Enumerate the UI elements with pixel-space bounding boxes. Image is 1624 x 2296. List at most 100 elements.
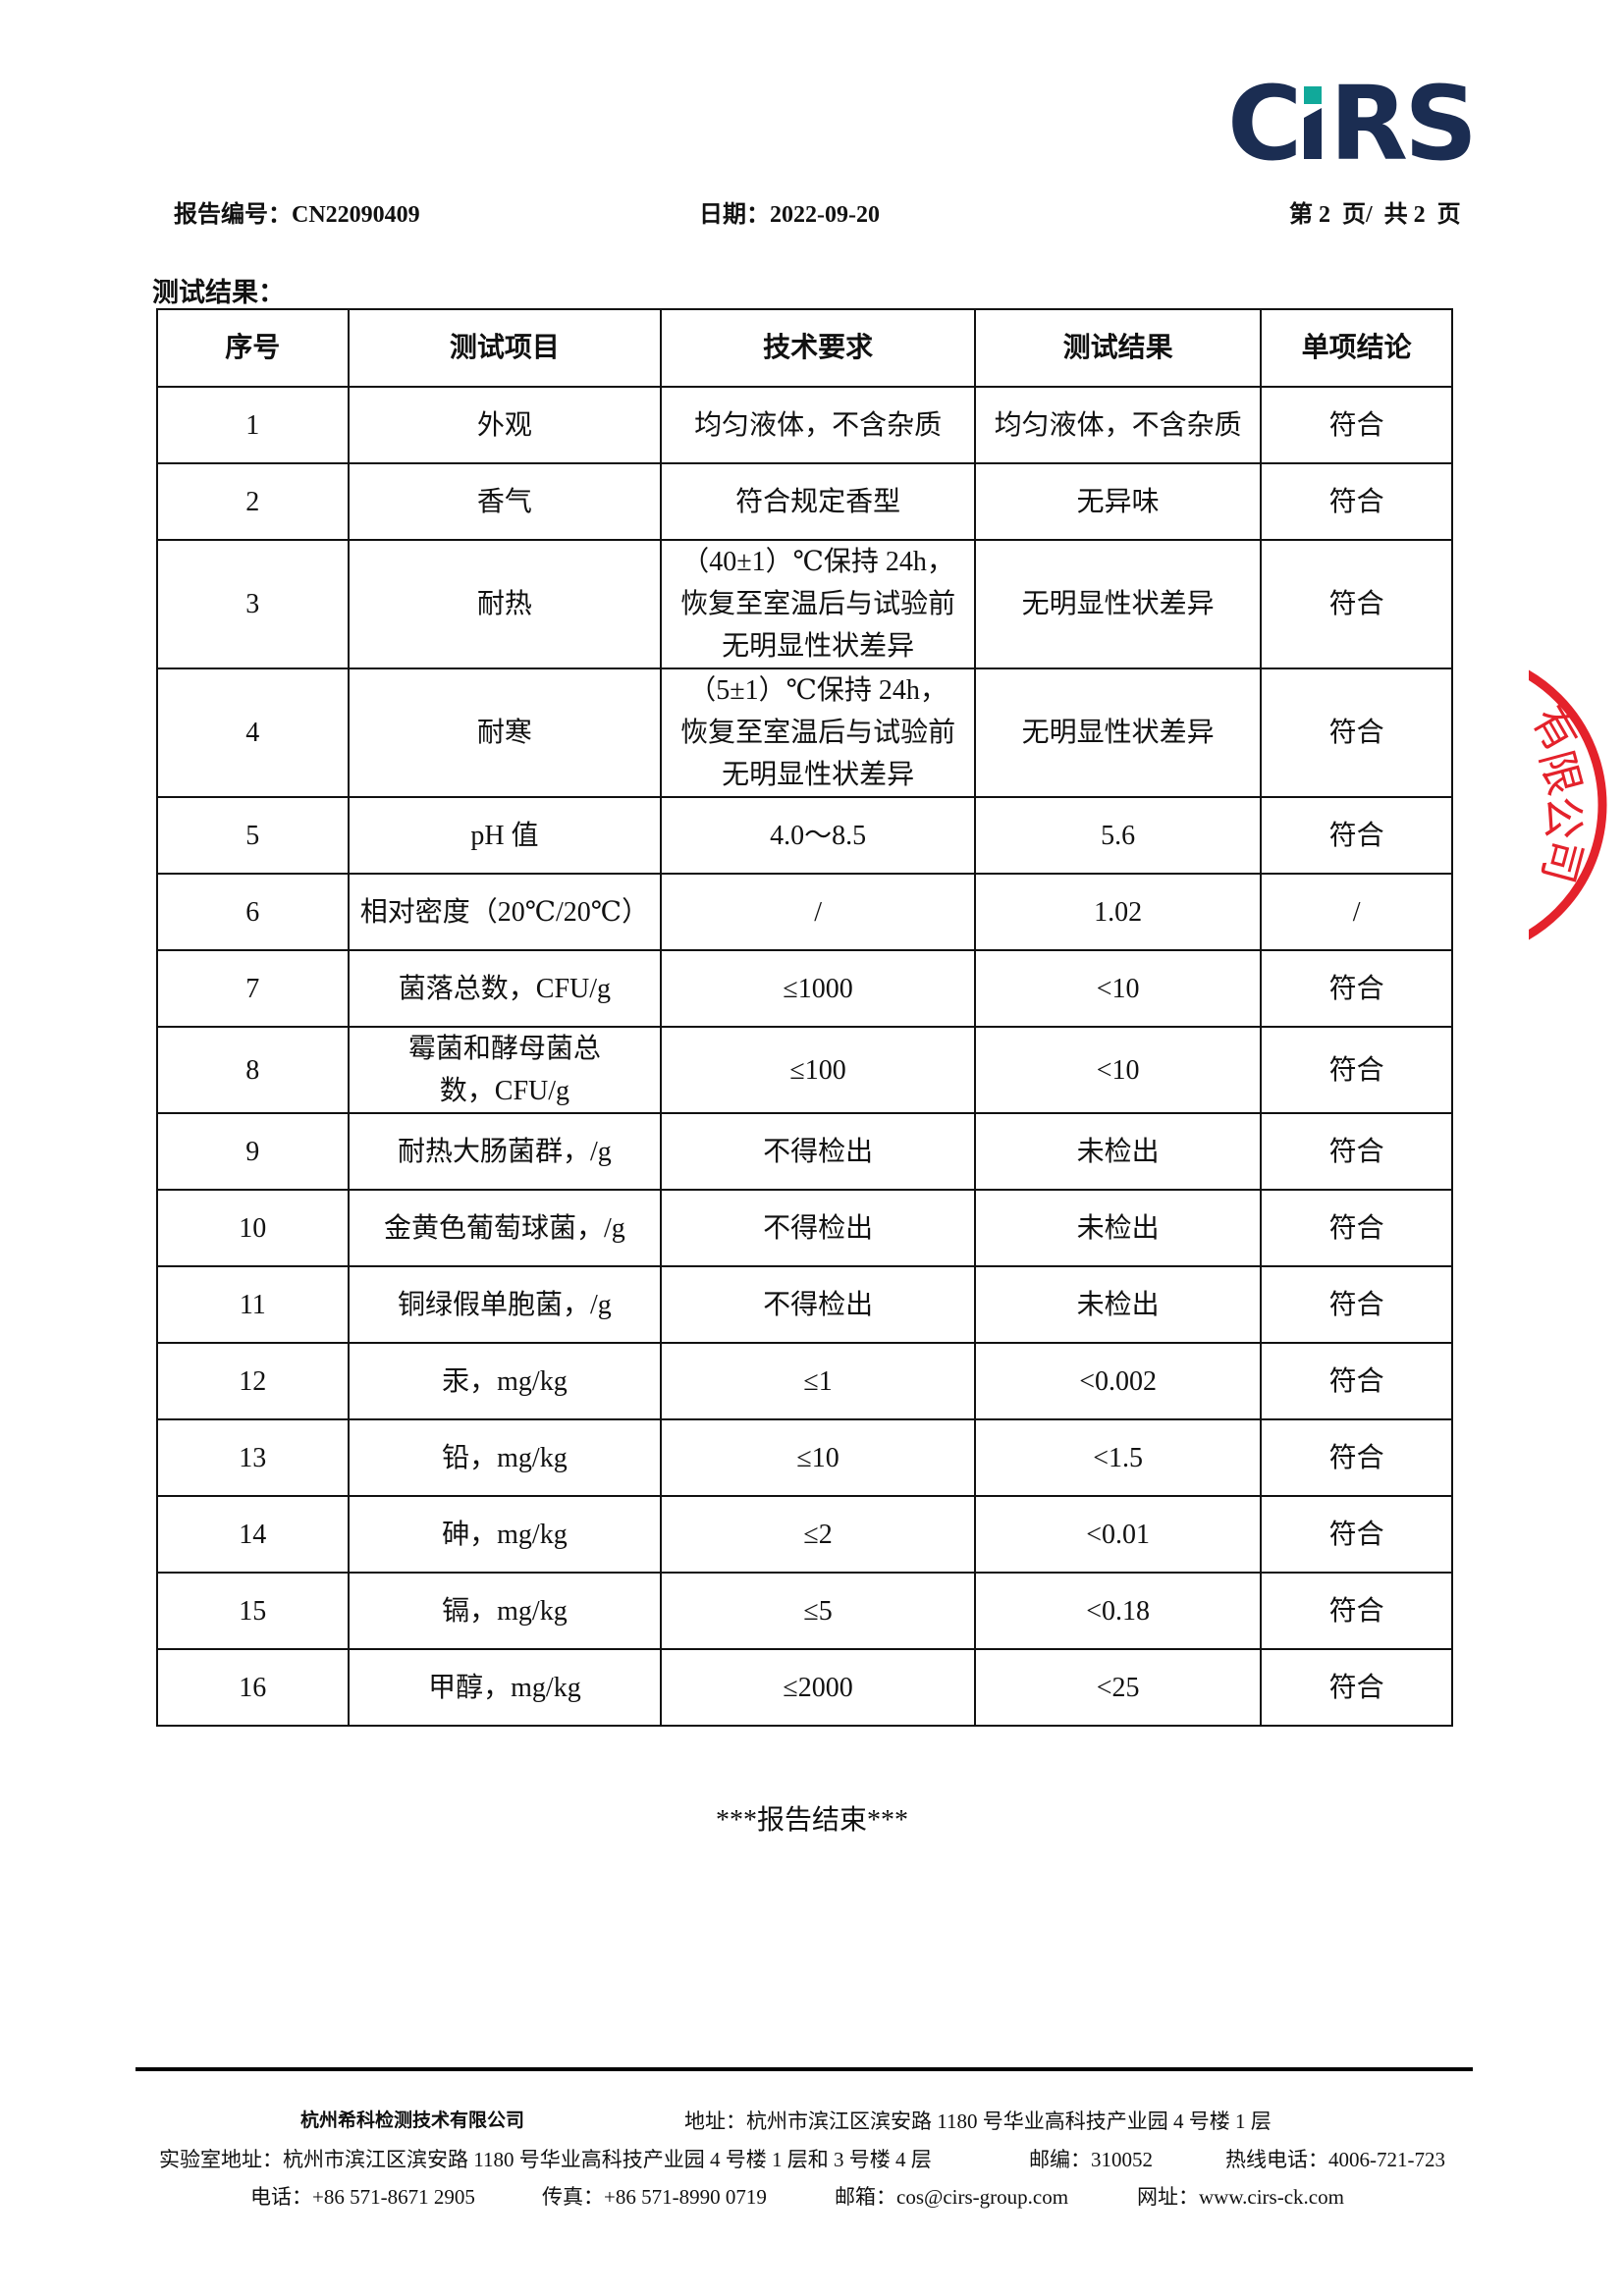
column-header: 技术要求 — [660, 308, 976, 388]
report-date: 日期：2022-09-20 — [699, 202, 880, 228]
section-title: 测试结果： — [152, 278, 285, 307]
table-cell: 1 — [156, 386, 350, 464]
table-cell: 砷，mg/kg — [347, 1495, 663, 1574]
table-cell: 符合 — [1260, 1342, 1453, 1420]
table-cell: 符合 — [1260, 796, 1453, 875]
table-cell: 外观 — [347, 386, 663, 464]
column-header: 单项结论 — [1260, 308, 1453, 388]
table-cell: 3 — [156, 539, 350, 669]
table-cell: <1.5 — [973, 1418, 1263, 1497]
table-cell: 不得检出 — [660, 1265, 976, 1344]
table-cell: 8 — [156, 1026, 350, 1114]
footer-company: 杭州希科检测技术有限公司 — [300, 2109, 525, 2131]
column-header: 测试项目 — [347, 308, 663, 388]
table-cell: 耐热 — [347, 539, 663, 669]
table-cell: 1.02 — [973, 873, 1263, 951]
table-cell: 霉菌和酵母菌总数，CFU/g — [347, 1026, 663, 1114]
svg-text:公: 公 — [1538, 796, 1588, 839]
table-row: 4 耐寒 （5±1）℃保持 24h，恢复至室温后与试验前无明显性状差异 无明显性状差异… — [156, 667, 1453, 798]
table-cell: 符合 — [1260, 386, 1453, 464]
table-cell: 金黄色葡萄球菌，/g — [347, 1189, 663, 1267]
table-row: 6 相对密度（20℃/20℃）/1.02/ — [156, 873, 1453, 951]
results-table: 序号 测试项目 技术要求 测试结果 单项结论 1 外观 均匀液体，不含杂质 均匀液体，不含杂质… — [156, 308, 1453, 1727]
table-cell: ≤5 — [660, 1572, 976, 1650]
table-cell: 均匀液体，不含杂质 — [973, 386, 1263, 464]
report-number: 报告编号：CN22090409 — [174, 202, 420, 228]
table-cell: 5 — [156, 796, 350, 875]
table-cell: 13 — [156, 1418, 350, 1497]
table-cell: 9 — [156, 1112, 350, 1191]
table-row: 5 pH 值 4.0～8.5 5.6 符合 — [156, 796, 1453, 875]
table-cell: 4.0～8.5 — [660, 796, 976, 875]
table-cell: 符合 — [1260, 1265, 1453, 1344]
table-cell: 无异味 — [973, 462, 1263, 541]
table-cell: 香气 — [347, 462, 663, 541]
table-cell: 6 — [156, 873, 350, 951]
table-cell: ≤100 — [660, 1026, 976, 1114]
table-cell: <0.002 — [973, 1342, 1263, 1420]
table-cell: 符合 — [1260, 1189, 1453, 1267]
table-cell: 符合 — [1260, 1648, 1453, 1727]
table-cell: 符合 — [1260, 539, 1453, 669]
table-cell: 符合 — [1260, 667, 1453, 798]
footer-phone: 电话：+86 571-8671 2905 — [250, 2185, 475, 2209]
table-row: 9 耐热大肠菌群，/g 不得检出 未检出 符合 — [156, 1112, 1453, 1191]
footer-fax: 传真：+86 571-8990 0719 — [542, 2185, 767, 2209]
table-cell: <0.18 — [973, 1572, 1263, 1650]
table-cell: ≤10 — [660, 1418, 976, 1497]
table-cell: 无明显性状差异 — [973, 539, 1263, 669]
table-row: 11 铜绿假单胞菌，/g 不得检出 未检出 符合 — [156, 1265, 1453, 1344]
table-row: 8 霉菌和酵母菌总数，CFU/g ≤100 <10 符合 — [156, 1026, 1453, 1114]
table-cell: 4 — [156, 667, 350, 798]
table-cell: 耐寒 — [347, 667, 663, 798]
table-cell: 镉，mg/kg — [347, 1572, 663, 1650]
table-row: 2 香气 符合规定香型 无异味 符合 — [156, 462, 1453, 541]
table-row: 16 甲醇，mg/kg ≤2000 <25 符合 — [156, 1648, 1453, 1727]
column-header: 测试结果 — [973, 308, 1263, 388]
table-cell: 16 — [156, 1648, 350, 1727]
table-cell: / — [1260, 873, 1453, 951]
end-of-report: ***报告结束*** — [715, 1805, 908, 1836]
page-indicator: 第 2 页/ 共 2 页 — [1289, 202, 1461, 228]
footer-lab-address: 实验室地址：杭州市滨江区滨安路 1180 号华业高科技产业园 4 号楼 1 层和… — [159, 2148, 932, 2171]
table-cell: 7 — [156, 949, 350, 1028]
table-row: 10 金黄色葡萄球菌，/g 不得检出 未检出 符合 — [156, 1189, 1453, 1267]
table-cell: 符合 — [1260, 1112, 1453, 1191]
table-cell: 符合 — [1260, 1026, 1453, 1114]
table-cell: 未检出 — [973, 1189, 1263, 1267]
table-cell: 符合 — [1260, 1495, 1453, 1574]
footer-website: 网址：www.cirs-ck.com — [1137, 2185, 1344, 2209]
table-cell: 15 — [156, 1572, 350, 1650]
table-cell: 符合 — [1260, 949, 1453, 1028]
table-cell: ≤1 — [660, 1342, 976, 1420]
table-cell: <25 — [973, 1648, 1263, 1727]
table-cell: 不得检出 — [660, 1112, 976, 1191]
table-cell: 5.6 — [973, 796, 1263, 875]
svg-text:RS: RS — [1329, 77, 1473, 165]
table-cell: 符合 — [1260, 1572, 1453, 1650]
table-cell: 菌落总数，CFU/g — [347, 949, 663, 1028]
table-row: 7 菌落总数，CFU/g ≤1000 <10 符合 — [156, 949, 1453, 1028]
table-cell: pH 值 — [347, 796, 663, 875]
table-cell: （5±1）℃保持 24h，恢复至室温后与试验前无明显性状差异 — [660, 667, 976, 798]
table-cell: ≤1000 — [660, 949, 976, 1028]
table-cell: （40±1）℃保持 24h，恢复至室温后与试验前无明显性状差异 — [660, 539, 976, 669]
footer-hotline: 热线电话：4006-721-723 — [1225, 2148, 1445, 2171]
table-cell: 未检出 — [973, 1265, 1263, 1344]
table-cell: ≤2 — [660, 1495, 976, 1574]
table-row: 12 汞，mg/kg ≤1 <0.002 符合 — [156, 1342, 1453, 1420]
svg-text:司: 司 — [1532, 833, 1592, 888]
svg-text:C: C — [1227, 77, 1300, 165]
column-header: 序号 — [156, 308, 350, 388]
table-cell: 14 — [156, 1495, 350, 1574]
table-row: 3 耐热 （40±1）℃保持 24h，恢复至室温后与试验前无明显性状差异 无明显性状差… — [156, 539, 1453, 669]
table-header-row: 序号 测试项目 技术要求 测试结果 单项结论 — [156, 308, 1453, 388]
table-cell: 12 — [156, 1342, 350, 1420]
table-cell: 均匀液体，不含杂质 — [660, 386, 976, 464]
table-cell: 符合 — [1260, 1418, 1453, 1497]
table-cell: 铅，mg/kg — [347, 1418, 663, 1497]
official-stamp: 有 限 公 司 — [1512, 638, 1624, 977]
footer-postcode: 邮编：310052 — [1029, 2148, 1153, 2171]
footer-address: 地址：杭州市滨江区滨安路 1180 号华业高科技产业园 4 号楼 1 层 — [684, 2109, 1272, 2133]
table-cell: 未检出 — [973, 1112, 1263, 1191]
